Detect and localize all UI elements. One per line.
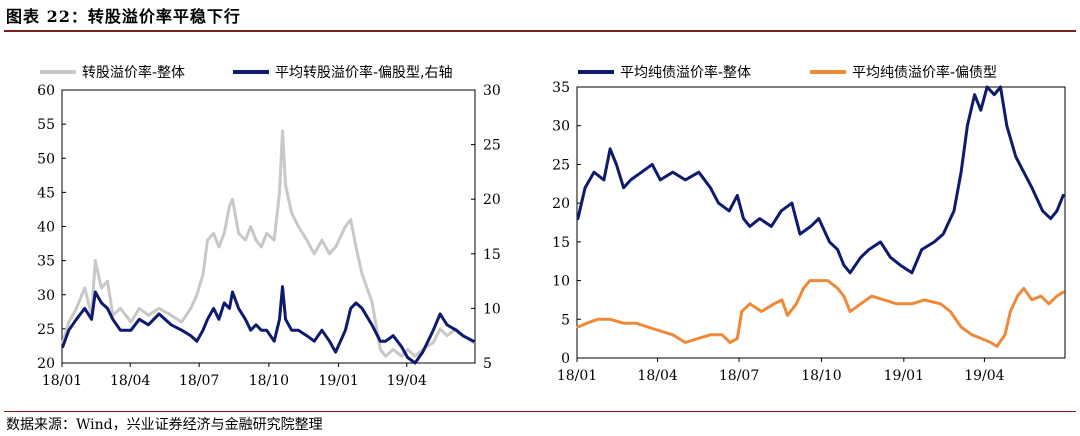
y-tick-label: 25 [37,322,55,338]
legend-label: 转股溢价率-整体 [82,64,185,81]
x-tick-label: 19/04 [964,368,1004,384]
x-tick-label: 19/01 [318,373,358,389]
x-tick-label: 18/04 [637,368,677,384]
y2-tick-label: 30 [483,83,501,99]
x-tick-label: 18/04 [110,373,150,389]
y2-tick-label: 15 [483,247,501,263]
footer-divider [4,411,1076,412]
y-tick-label: 40 [37,220,55,236]
y-tick-label: 10 [552,274,570,290]
source-note: 数据来源：Wind，兴业证券经济与金融研究院整理 [6,417,323,433]
x-tick-label: 18/07 [179,373,219,389]
y-tick-label: 5 [561,312,570,328]
y-tick-label: 20 [37,356,55,372]
legend-label: 平均纯债溢价率-偏债型 [852,64,997,81]
x-tick-label: 18/10 [249,373,289,389]
series-line [61,129,475,358]
y-tick-label: 20 [552,196,570,212]
legend-label: 平均转股溢价率-偏股型,右轴 [275,64,453,81]
title-divider [4,30,1076,32]
y-tick-label: 50 [37,151,55,167]
x-tick-label: 18/07 [719,368,759,384]
y-tick-label: 0 [561,351,570,367]
y-tick-label: 45 [37,185,55,201]
plot-frame [61,89,476,364]
right-chart: 0 5 10 15 20 25 30 35 18/01 18/04 18/07 18/10 19/01 1… [552,64,1066,384]
y2-tick-label: 25 [483,138,501,154]
x-tick-label: 18/10 [801,368,841,384]
y-tick-label: 60 [37,83,55,99]
legend-label: 平均纯债溢价率-整体 [620,64,751,81]
y2-tick-label: 5 [483,356,492,372]
y-tick-label: 30 [37,288,55,304]
y2-tick-label: 20 [483,192,501,208]
figure-title: 图表 22：转股溢价率平稳下行 [6,7,241,26]
y-tick-label: 25 [552,157,570,173]
left-chart: 20 25 30 35 40 45 50 55 60 5 10 15 20 25 30 18/01 18/04 1… [37,64,501,389]
y-tick-label: 35 [37,254,55,270]
x-tick-label: 19/04 [387,373,427,389]
y-tick-label: 15 [552,235,570,251]
y-tick-label: 55 [37,117,55,133]
x-tick-label: 18/01 [557,368,597,384]
x-tick-label: 19/01 [884,368,924,384]
y-tick-label: 35 [552,80,570,96]
y2-tick-label: 10 [483,301,501,317]
series-line [576,279,1065,348]
series-line [61,285,475,365]
x-tick-label: 18/01 [42,373,82,389]
series-line [576,85,1065,275]
y-tick-label: 30 [552,119,570,135]
